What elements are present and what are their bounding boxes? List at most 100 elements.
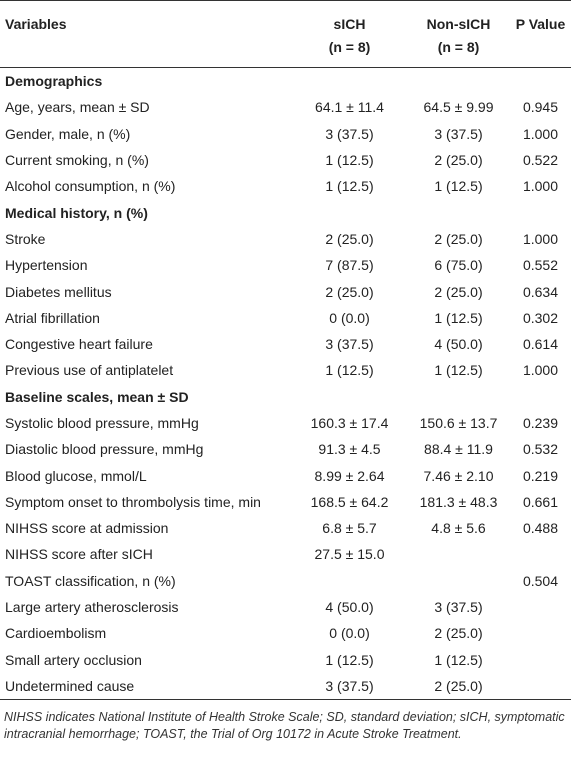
table-row: Alcohol consumption, n (%) 1 (12.5) 1 (12.… [0,173,571,199]
table-body: Demographics Age, years, mean ± SD 64.1 ± … [0,68,571,700]
table-cell: 0.522 [522,152,559,169]
table-cell: 1.000 [522,362,559,379]
group-row: Baseline scales, mean ± SD [0,384,571,410]
table-cell: Gender, male, n (%) [5,125,131,142]
table-header: Variables sICH (n = 8) Non-sICH (n = 8) P Val… [0,0,571,68]
header-line: Non-sICH [426,16,491,32]
table-cell: 3 (37.5) [434,599,483,616]
table-cell: Hypertension [5,257,88,274]
table-cell: 2 (25.0) [434,625,483,642]
table-cell: NIHSS score after sICH [5,546,153,563]
table-cell: 0.614 [522,336,559,353]
table-cell: Stroke [5,230,46,247]
table-cell: 1 (12.5) [325,651,374,668]
table-row: Previous use of antiplatelet 1 (12.5) 1 (1… [0,357,571,383]
empty-cell [510,594,571,620]
table-row: Systolic blood pressure, mmHg 160.3 ± 17.… [0,410,571,436]
empty-cell [407,568,510,594]
empty-cell [510,673,571,700]
table-cell: 4.8 ± 5.6 [431,520,486,537]
table-cell: Symptom onset to thrombolysis time, min [5,493,261,510]
table-cell: 6.8 ± 5.7 [322,520,377,537]
group-title: Baseline scales, mean ± SD [5,388,189,405]
header-line: sICH [333,16,366,32]
table-cell: 0.239 [522,415,559,431]
table-cell: 2 (25.0) [434,152,483,169]
table-cell: 150.6 ± 13.7 [419,415,498,431]
table-cell: 0.219 [522,467,559,484]
table-cell: NIHSS score at admission [5,520,169,537]
table-cell: 1 (12.5) [325,178,374,195]
data-table: Variables sICH (n = 8) Non-sICH (n = 8) P Val… [0,0,571,701]
table-cell: 88.4 ± 11.9 [424,441,493,458]
table-cell: 1 (12.5) [434,651,483,668]
table-row: Small artery occlusion 1 (12.5) 1 (12.5) [0,647,571,673]
table-cell: 6 (75.0) [434,257,483,274]
table-row: Large artery atherosclerosis 4 (50.0) 3 (3… [0,594,571,620]
table-cell: Undetermined cause [5,677,135,694]
table-row: NIHSS score at admission 6.8 ± 5.7 4.8 ± 5… [0,515,571,541]
table-cell: 0.488 [522,520,559,537]
table-cell: 0.634 [522,283,559,300]
table-row: NIHSS score after sICH 27.5 ± 15.0 [0,541,571,567]
header-cell: Non-sICH (n = 8) [407,0,510,68]
table-cell: Cardioembolism [5,625,107,642]
table-cell: 0 (0.0) [329,309,370,326]
table-row: Diabetes mellitus 2 (25.0) 2 (25.0) 0.634 [0,278,571,304]
group-title: Demographics [5,73,103,90]
table-cell: Large artery atherosclerosis [5,599,179,616]
table-row: Stroke 2 (25.0) 2 (25.0) 1.000 [0,226,571,252]
table-cell: 160.3 ± 17.4 [310,415,389,431]
group-title: Medical history, n (%) [5,204,148,221]
table-cell: 0 (0.0) [329,625,370,642]
table-cell: 7.46 ± 2.10 [423,467,494,484]
table-cell: Age, years, mean ± SD [5,99,150,116]
table-row: Atrial fibrillation 0 (0.0) 1 (12.5) 0.302 [0,305,571,331]
table-cell: 2 (25.0) [325,283,374,300]
table-cell: 1.000 [522,178,559,195]
table-row: Current smoking, n (%) 1 (12.5) 2 (25.0) 0.… [0,147,571,173]
table-row: Congestive heart failure 3 (37.5) 4 (50.0)… [0,331,571,357]
table-cell: 2 (25.0) [434,677,483,694]
table-cell: 0.661 [522,493,559,510]
table-row: Gender, male, n (%) 3 (37.5) 3 (37.5) 1.000 [0,121,571,147]
table-cell: 0.945 [522,99,559,116]
header-cell: Variables [0,0,292,68]
table-cell: 4 (50.0) [325,599,374,616]
header-cell: P Value [510,0,571,68]
table-cell: TOAST classification, n (%) [5,572,176,589]
table-row: Age, years, mean ± SD 64.1 ± 11.4 64.5 ± 9… [0,94,571,120]
group-row: Demographics [0,68,571,95]
table-row: Undetermined cause 3 (37.5) 2 (25.0) [0,673,571,700]
empty-cell [510,647,571,673]
header-line: (n = 8) [437,39,480,55]
table-row: Diastolic blood pressure, mmHg 91.3 ± 4.5… [0,436,571,462]
table-cell: 1.000 [522,125,559,142]
empty-cell [510,541,571,567]
table-cell: 91.3 ± 4.5 [318,441,381,458]
table-cell: 64.1 ± 11.4 [315,99,384,116]
table-cell: Blood glucose, mmol/L [5,467,147,484]
table-cell: Atrial fibrillation [5,309,100,326]
table-cell: 8.99 ± 2.64 [314,467,385,484]
table-cell: 2 (25.0) [434,283,483,300]
table-cell: 3 (37.5) [325,336,374,353]
table-row: Symptom onset to thrombolysis time, min 1… [0,489,571,515]
table-cell: 2 (25.0) [325,230,374,247]
table-cell: 3 (37.5) [325,125,374,142]
table-cell: Diabetes mellitus [5,283,112,300]
table-cell: Systolic blood pressure, mmHg [5,415,199,431]
table-cell: Diastolic blood pressure, mmHg [5,441,204,458]
table-cell: 181.3 ± 48.3 [419,493,498,510]
header-cell: sICH (n = 8) [292,0,407,68]
table-cell: Alcohol consumption, n (%) [5,178,176,195]
table-row: Hypertension 7 (87.5) 6 (75.0) 0.552 [0,252,571,278]
footnote: NIHSS indicates National Institute of He… [4,710,565,742]
table-cell: 1 (12.5) [434,178,483,195]
table-cell: 1 (12.5) [325,152,374,169]
table-cell: 0.504 [522,572,559,589]
table-cell: Previous use of antiplatelet [5,362,174,379]
table-cell: 3 (37.5) [325,677,374,694]
table-row: Blood glucose, mmol/L 8.99 ± 2.64 7.46 ± 2… [0,462,571,488]
